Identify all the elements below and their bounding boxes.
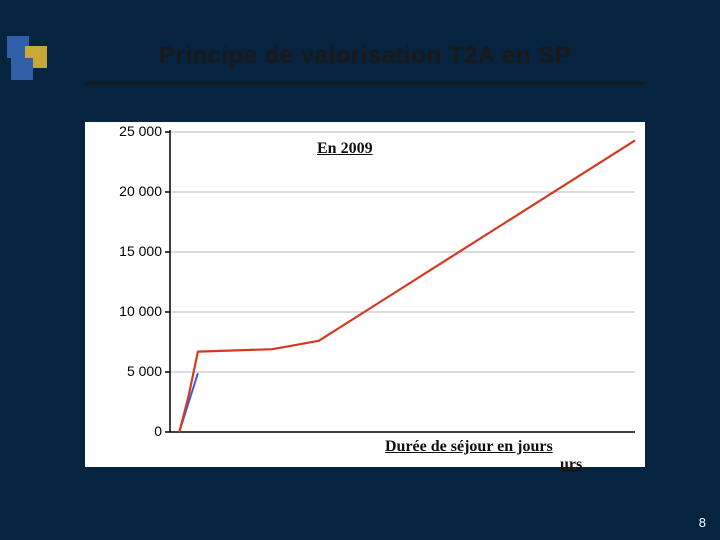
chart-container: 0 5 000 10 000 15 000 20 000 25 000 En 2009 D… [85, 122, 645, 467]
y-tick-label: 0 [102, 423, 162, 439]
chart-annotation: En 2009 [315, 140, 375, 158]
line-chart [85, 122, 645, 467]
deco-square-3 [11, 58, 33, 80]
x-axis-caption-shadow: urs [560, 456, 582, 474]
title-decoration [7, 36, 51, 80]
page-number: 8 [699, 515, 706, 530]
x-axis-caption: Durée de séjour en jours [385, 438, 553, 456]
title-bar: Principe de valorisation T2A en SP [85, 42, 645, 100]
y-tick-label: 25 000 [102, 123, 162, 139]
title-underline [85, 82, 645, 85]
y-tick-label: 20 000 [102, 183, 162, 199]
y-tick-label: 10 000 [102, 303, 162, 319]
y-tick-label: 5 000 [102, 363, 162, 379]
y-tick-label: 15 000 [102, 243, 162, 259]
slide-card: Principe de valorisation T2A en SP 0 5 00… [85, 42, 645, 467]
slide-title: Principe de valorisation T2A en SP [85, 42, 645, 76]
